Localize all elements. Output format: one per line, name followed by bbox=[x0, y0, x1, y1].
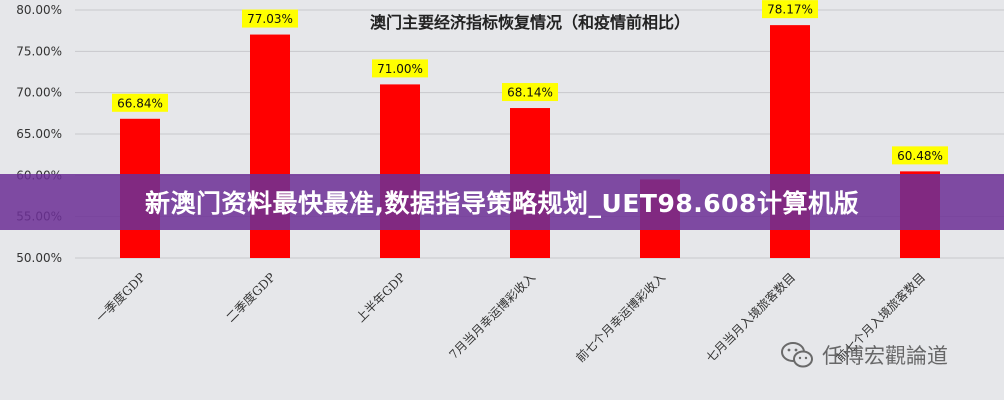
data-label-box bbox=[372, 59, 428, 78]
data-label: 71.00% bbox=[372, 59, 428, 78]
data-label: 66.84% bbox=[112, 93, 168, 112]
data-label: 78.17% bbox=[762, 0, 818, 19]
watermark: 任博宏觀論道 bbox=[780, 337, 948, 373]
promo-banner: 新澳门资料最快最准,数据指导策略规划_UET98.608计算机版 bbox=[0, 174, 1004, 230]
data-label-text: 77.03% bbox=[247, 12, 293, 26]
data-label: 77.03% bbox=[242, 9, 298, 28]
wechat-icon bbox=[781, 342, 813, 368]
data-label-text: 71.00% bbox=[377, 62, 423, 76]
data-label: 60.48% bbox=[892, 146, 948, 165]
y-tick-label: 65.00% bbox=[16, 127, 62, 141]
bar bbox=[380, 84, 420, 259]
data-label-box bbox=[502, 83, 558, 102]
y-tick-label: 70.00% bbox=[16, 86, 62, 100]
chart-title: 澳门主要经济指标恢复情况（和疫情前相比） bbox=[370, 13, 690, 32]
data-label-box bbox=[892, 146, 948, 165]
data-label-text: 60.48% bbox=[897, 149, 943, 163]
data-label-text: 66.84% bbox=[117, 96, 163, 110]
data-label-text: 78.17% bbox=[767, 3, 813, 17]
data-label-box bbox=[762, 0, 818, 19]
data-labels: 66.84% 77.03% 71.00% 68.14% 78.17% 60.48% bbox=[112, 0, 948, 165]
data-label-box bbox=[112, 93, 168, 112]
y-tick-label: 75.00% bbox=[16, 44, 62, 58]
y-tick-label: 50.00% bbox=[16, 251, 62, 265]
banner-text: 新澳门资料最快最准,数据指导策略规划_UET98.608计算机版 bbox=[145, 189, 859, 218]
watermark-text: 任博宏觀論道 bbox=[822, 344, 948, 368]
y-tick-label: 80.00% bbox=[16, 3, 62, 17]
data-label: 68.14% bbox=[502, 83, 558, 102]
data-label-text: 68.14% bbox=[507, 86, 553, 100]
data-label-box bbox=[242, 9, 298, 28]
